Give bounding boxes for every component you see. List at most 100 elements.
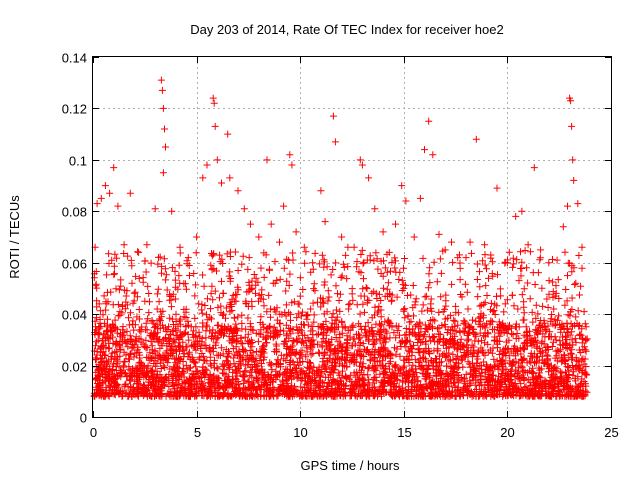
data-point <box>490 307 498 314</box>
data-point <box>144 387 152 395</box>
data-point <box>337 385 345 393</box>
data-point <box>510 302 518 310</box>
data-point <box>166 331 174 339</box>
data-point <box>428 333 436 341</box>
data-point <box>483 320 491 328</box>
data-point <box>523 359 531 367</box>
data-point <box>144 282 152 290</box>
data-point <box>320 256 328 264</box>
data-point <box>521 247 529 254</box>
data-point <box>127 309 134 317</box>
data-point <box>372 249 380 257</box>
data-point <box>128 320 136 328</box>
data-point <box>338 233 346 241</box>
data-point <box>408 377 416 385</box>
data-point <box>280 264 288 272</box>
data-point <box>454 321 462 329</box>
data-point <box>391 362 399 370</box>
data-point <box>301 259 309 267</box>
data-point <box>464 344 472 352</box>
data-point <box>224 130 232 138</box>
data-point <box>404 292 411 299</box>
data-point <box>544 304 552 311</box>
data-point <box>394 327 402 335</box>
data-point <box>318 251 326 259</box>
data-point <box>334 338 342 346</box>
data-point <box>320 379 328 387</box>
data-point <box>379 228 387 236</box>
data-point <box>234 267 242 274</box>
data-point <box>481 299 489 307</box>
data-point <box>110 262 118 270</box>
data-point <box>192 249 200 257</box>
data-point <box>517 264 525 272</box>
data-point <box>574 200 582 208</box>
data-point <box>204 295 211 303</box>
data-point <box>309 299 317 307</box>
data-point <box>425 270 433 278</box>
data-point <box>219 289 227 297</box>
data-point <box>274 356 282 364</box>
data-point <box>468 341 476 349</box>
data-point <box>130 289 138 297</box>
data-point <box>135 306 143 313</box>
data-point <box>145 290 153 297</box>
data-point <box>139 340 147 348</box>
data-point <box>520 298 528 306</box>
data-point <box>94 336 102 344</box>
data-point <box>110 271 118 279</box>
data-point <box>496 285 504 293</box>
data-point <box>488 318 496 326</box>
data-point <box>296 358 304 366</box>
data-point <box>445 357 453 365</box>
data-point <box>365 376 373 384</box>
data-point <box>151 205 159 213</box>
data-point <box>90 274 98 282</box>
data-point <box>520 285 528 293</box>
data-point <box>488 258 496 266</box>
data-point <box>230 354 238 362</box>
data-point <box>535 390 543 398</box>
data-point <box>176 320 184 328</box>
data-point <box>509 263 517 271</box>
data-point <box>568 122 576 130</box>
data-point <box>371 303 379 311</box>
data-point <box>442 302 450 310</box>
data-point <box>338 317 346 325</box>
data-point <box>205 346 213 354</box>
data-point <box>262 335 269 343</box>
data-point <box>468 249 475 257</box>
data-point <box>442 291 450 299</box>
data-point <box>456 328 464 336</box>
data-point <box>538 284 546 292</box>
data-point <box>553 256 561 264</box>
data-point <box>459 363 467 371</box>
data-point <box>108 327 116 335</box>
data-point <box>485 274 492 282</box>
data-point <box>184 330 192 338</box>
data-point <box>365 364 373 372</box>
data-point <box>166 314 174 322</box>
data-point <box>111 270 118 278</box>
data-point <box>340 263 348 271</box>
data-point <box>252 274 260 282</box>
data-point <box>172 310 180 318</box>
data-point <box>545 333 553 340</box>
data-point <box>371 374 379 381</box>
data-point <box>198 309 206 317</box>
data-point <box>114 312 122 320</box>
data-point <box>387 297 395 305</box>
data-point <box>111 348 119 356</box>
data-point <box>327 346 335 354</box>
data-point <box>219 369 226 377</box>
data-point <box>159 169 167 177</box>
data-point <box>111 250 119 258</box>
data-point <box>448 238 455 246</box>
data-point <box>391 264 399 272</box>
data-point <box>135 274 143 282</box>
data-point <box>392 268 400 276</box>
data-point <box>101 182 109 190</box>
data-point <box>515 334 523 342</box>
data-point <box>520 316 528 324</box>
